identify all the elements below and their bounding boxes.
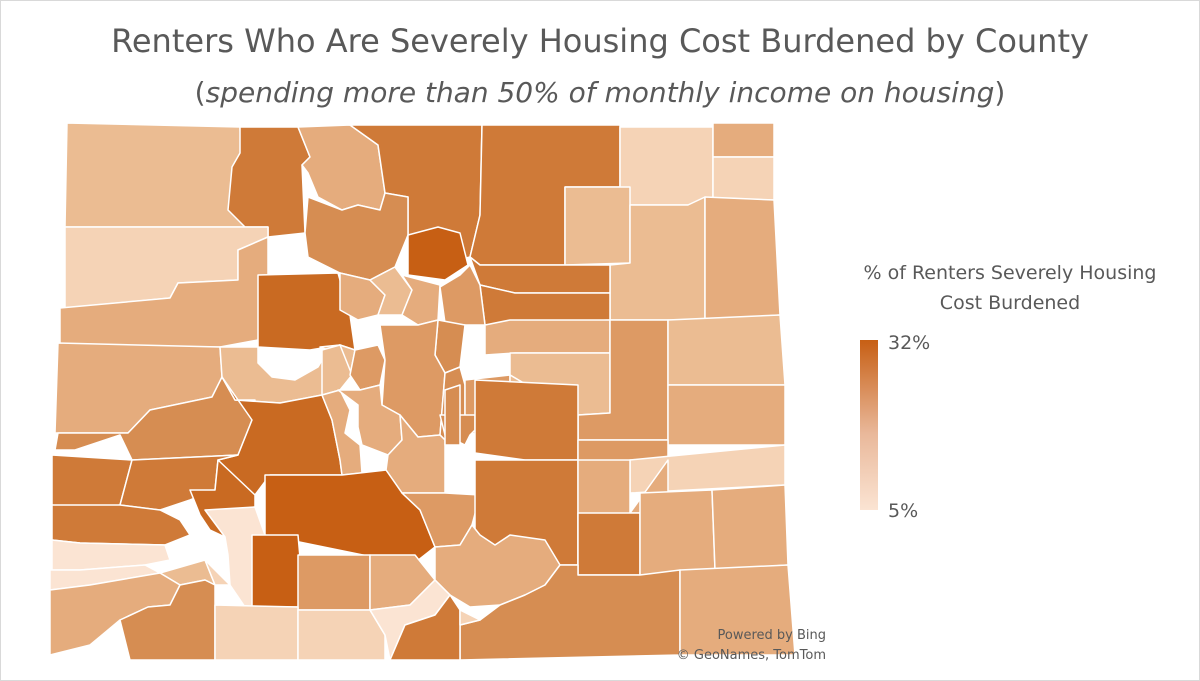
county-region: [251, 534, 303, 608]
county-region: [407, 226, 469, 281]
county-region: [51, 454, 133, 511]
county-region: [204, 559, 231, 586]
county-region: [297, 609, 386, 661]
county-region: [704, 196, 781, 321]
county-region: [51, 504, 191, 546]
county-region: [304, 192, 409, 281]
map-title: Renters Who Are Severely Housing Cost Bu…: [111, 22, 1089, 60]
county-region: [297, 554, 371, 611]
subtitle-open-paren: (: [194, 76, 206, 109]
legend-max-label: 32%: [888, 332, 931, 354]
county-region: [321, 389, 363, 476]
legend-min-label: 5%: [888, 500, 919, 522]
county-region: [214, 604, 299, 661]
county-region: [619, 126, 714, 206]
county-region: [51, 539, 171, 571]
colorado-county-map: [49, 122, 796, 661]
county-region: [711, 484, 789, 571]
county-region: [564, 186, 631, 266]
county-region: [639, 489, 716, 576]
county-region: [484, 319, 611, 356]
map-attribution: Powered by Bing © GeoNames, TomTom: [660, 626, 826, 666]
county-region: [712, 122, 775, 158]
county-region: [474, 379, 579, 461]
county-region: [679, 564, 796, 656]
attribution-powered-by: Powered by Bing: [717, 628, 826, 643]
subtitle-close-paren: ): [994, 76, 1006, 109]
county-region: [459, 609, 481, 626]
county-region: [64, 122, 246, 228]
county-region: [667, 384, 786, 446]
county-region: [349, 344, 386, 391]
county-region: [401, 274, 441, 326]
county-region: [321, 344, 353, 396]
county-region: [227, 126, 311, 238]
county-region: [712, 156, 775, 201]
legend-title: % of Renters Severely Housing Cost Burde…: [863, 262, 1157, 314]
county-region: [54, 376, 256, 461]
county-region: [667, 314, 786, 386]
subtitle-text: spending more than 50% of monthly income…: [205, 76, 995, 109]
map-subtitle: (spending more than 50% of monthly incom…: [0, 76, 1200, 109]
legend-color-scale: [860, 340, 878, 510]
attribution-copyright: © GeoNames, TomTom: [676, 648, 826, 663]
county-region: [444, 384, 461, 446]
county-region: [577, 512, 641, 576]
county-region: [119, 579, 216, 661]
